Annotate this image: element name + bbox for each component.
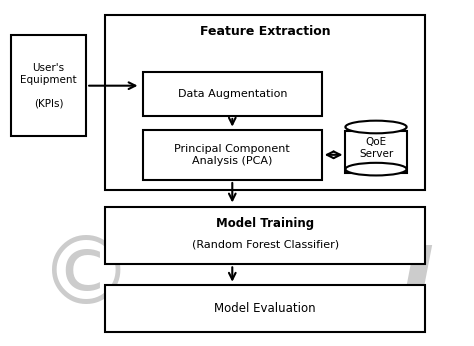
Text: (Random Forest Classifier): (Random Forest Classifier) — [191, 239, 339, 249]
Ellipse shape — [346, 163, 407, 175]
Text: J: J — [399, 242, 434, 334]
Text: QoE
Server: QoE Server — [359, 137, 393, 159]
FancyBboxPatch shape — [105, 207, 426, 264]
FancyBboxPatch shape — [105, 15, 426, 190]
Text: User's
Equipment

(KPIs): User's Equipment (KPIs) — [20, 63, 77, 108]
FancyBboxPatch shape — [11, 35, 86, 136]
Text: Principal Component
Analysis (PCA): Principal Component Analysis (PCA) — [174, 144, 290, 166]
FancyBboxPatch shape — [143, 72, 322, 116]
FancyBboxPatch shape — [346, 131, 407, 173]
FancyBboxPatch shape — [105, 285, 426, 332]
Text: Feature Extraction: Feature Extraction — [200, 25, 330, 38]
Text: ©: © — [39, 232, 133, 324]
Text: Model Evaluation: Model Evaluation — [214, 302, 316, 315]
Text: Model Training: Model Training — [216, 217, 314, 230]
Ellipse shape — [346, 121, 407, 133]
FancyBboxPatch shape — [143, 129, 322, 180]
Text: Data Augmentation: Data Augmentation — [178, 89, 287, 99]
